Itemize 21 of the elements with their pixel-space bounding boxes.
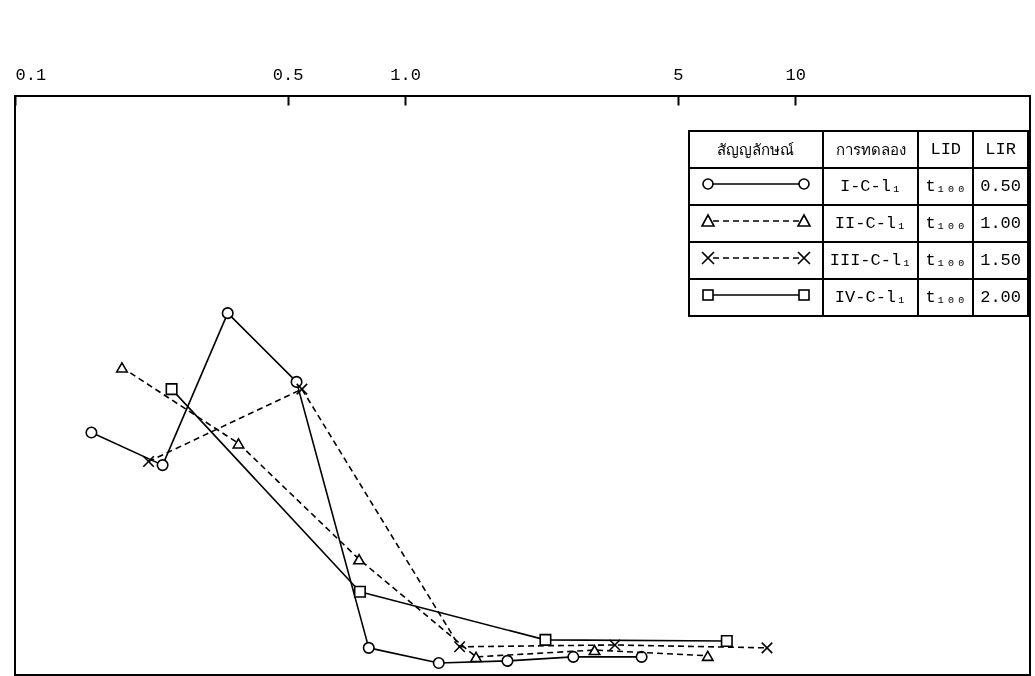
text: 0.50 xyxy=(973,168,1028,205)
legend-label: IV-C-l₁ xyxy=(822,279,919,316)
x-tick-label: 0.5 xyxy=(272,65,304,85)
text: 1.50 xyxy=(973,242,1028,279)
legend-label: II-C-l₁ xyxy=(822,205,919,242)
text: t₁₀₀ xyxy=(918,205,974,242)
x-tick-label: 0.1 xyxy=(15,65,47,85)
text: การทดลอง xyxy=(822,131,919,168)
x-tick-label: 5 xyxy=(673,65,684,85)
legend-label: III-C-l₁ xyxy=(822,242,919,279)
x-tick-label: 10 xyxy=(785,65,806,85)
text: 1.00 xyxy=(973,205,1028,242)
text: t₁₀₀ xyxy=(918,168,974,205)
text: 2.00 xyxy=(973,279,1028,316)
text: t₁₀₀ xyxy=(918,279,974,316)
text: LID xyxy=(918,131,974,168)
text: สัญญลักษณ์ xyxy=(688,131,823,168)
legend-label: I-C-l₁ xyxy=(822,168,919,205)
x-tick-label: 1.0 xyxy=(390,65,421,85)
text: LIR xyxy=(973,131,1028,168)
text: t₁₀₀ xyxy=(918,242,974,279)
